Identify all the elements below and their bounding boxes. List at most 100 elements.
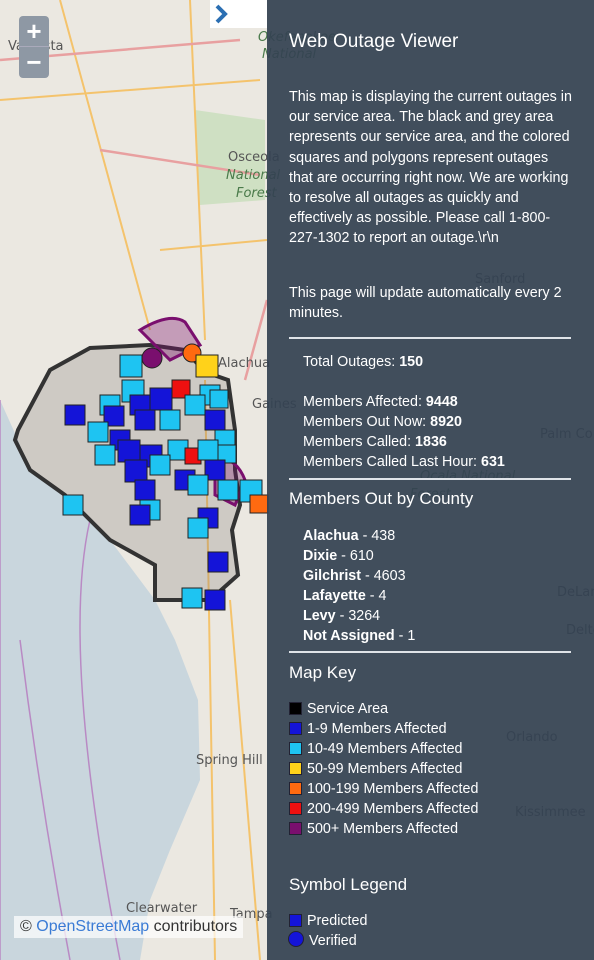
symbol-heading: Symbol Legend bbox=[289, 875, 408, 894]
outage-marker bbox=[204, 459, 226, 481]
outage-marker bbox=[204, 589, 226, 611]
county-name: Not Assigned bbox=[303, 628, 395, 644]
panel-title: Web Outage Viewer bbox=[289, 31, 459, 52]
attribution-link[interactable]: OpenStreetMap bbox=[36, 918, 150, 935]
key-row: 1-9 Members Affected bbox=[289, 719, 573, 739]
attribution-suffix: contributors bbox=[153, 918, 238, 935]
county-name: Alachua bbox=[303, 528, 359, 544]
outage-marker bbox=[187, 517, 209, 539]
outage-marker bbox=[87, 421, 109, 443]
stat-label: Members Out Now: bbox=[303, 414, 427, 430]
county-separator: - bbox=[341, 548, 346, 564]
outage-marker bbox=[187, 474, 209, 496]
stat-label: Members Affected: bbox=[303, 394, 422, 410]
symbol-legend: Predicted Verified bbox=[288, 911, 573, 951]
attribution: © OpenStreetMap contributors bbox=[14, 916, 244, 938]
outage-marker bbox=[159, 409, 181, 431]
county-row: Not Assigned - 1 bbox=[303, 626, 587, 646]
county-name: Dixie bbox=[303, 548, 338, 564]
zoom-in-button[interactable]: + bbox=[19, 16, 49, 47]
county-row: Gilchrist - 4603 bbox=[303, 566, 587, 586]
stat-label: Total Outages: bbox=[303, 354, 396, 370]
outage-marker bbox=[197, 439, 219, 461]
panel-toggle[interactable] bbox=[210, 0, 267, 28]
outage-marker bbox=[209, 389, 229, 409]
county-value: 4603 bbox=[373, 568, 406, 584]
zoom-out-button[interactable]: − bbox=[26, 47, 42, 77]
outage-marker bbox=[249, 494, 269, 514]
key-label: 10-49 Members Affected bbox=[307, 741, 463, 757]
stat-row: Members Called Last Hour: 631 bbox=[303, 452, 587, 472]
map-label: Clearwater bbox=[126, 901, 198, 916]
chevron-icon bbox=[215, 4, 228, 24]
outage-marker bbox=[134, 479, 156, 501]
county-separator: - bbox=[362, 528, 368, 544]
stats: Total Outages: 150 Members Affected: 9448… bbox=[303, 352, 587, 472]
outage-marker bbox=[62, 494, 84, 516]
divider bbox=[289, 651, 571, 653]
county-row: Lafayette - 4 bbox=[303, 586, 587, 606]
map-label: Spring Hill bbox=[196, 753, 263, 768]
county-row: Dixie - 610 bbox=[303, 546, 587, 566]
outage-marker bbox=[141, 347, 163, 369]
outage-marker bbox=[217, 444, 237, 464]
county-row: Levy - 3264 bbox=[303, 606, 587, 626]
outage-marker bbox=[149, 454, 171, 476]
map-label: Alachua bbox=[218, 356, 270, 371]
county-separator: - bbox=[369, 588, 375, 604]
stat-row: Members Called: 1836 bbox=[303, 432, 587, 452]
outage-marker bbox=[103, 405, 125, 427]
key-label: Service Area bbox=[307, 701, 389, 717]
map-label: Osceola bbox=[228, 150, 280, 165]
key-label: 200-499 Members Affected bbox=[307, 801, 479, 817]
key-heading: Map Key bbox=[289, 663, 357, 682]
outage-marker bbox=[149, 387, 173, 411]
key-swatch bbox=[289, 822, 302, 835]
county-value: 1 bbox=[407, 628, 416, 644]
stat-row: Members Out Now: 8920 bbox=[303, 412, 587, 432]
map-road bbox=[0, 0, 268, 960]
outage-marker bbox=[207, 551, 229, 573]
county-value: 438 bbox=[371, 528, 396, 544]
symbol-label: Verified bbox=[309, 933, 357, 949]
county-value: 3264 bbox=[348, 608, 381, 624]
map-label: National bbox=[226, 168, 281, 183]
key-swatch bbox=[289, 762, 302, 775]
symbol-swatch bbox=[288, 931, 304, 947]
divider bbox=[289, 478, 571, 480]
update-note: This page will update automatically ever… bbox=[289, 285, 562, 322]
symbol-row: Predicted bbox=[289, 911, 573, 931]
key-swatch bbox=[289, 722, 302, 735]
stat-value: 150 bbox=[399, 354, 424, 370]
divider bbox=[289, 337, 571, 339]
outage-marker bbox=[195, 354, 219, 378]
outage-marker bbox=[204, 409, 226, 431]
stat-row: Members Affected: 9448 bbox=[303, 392, 587, 412]
map-water bbox=[0, 400, 200, 960]
county-separator: - bbox=[339, 608, 345, 624]
stat-label: Members Called Last Hour: bbox=[303, 454, 478, 470]
county-row: Alachua - 438 bbox=[303, 526, 587, 546]
key-row: 500+ Members Affected bbox=[289, 819, 573, 839]
key-label: 50-99 Members Affected bbox=[307, 761, 463, 777]
county-name: Lafayette bbox=[303, 588, 366, 604]
outage-markers bbox=[62, 343, 269, 611]
outage-marker bbox=[134, 409, 156, 431]
stat-value: 631 bbox=[481, 454, 505, 470]
key-row: 50-99 Members Affected bbox=[289, 759, 573, 779]
key-row: Service Area bbox=[289, 699, 573, 719]
outage-marker bbox=[217, 479, 239, 501]
key-row: 100-199 Members Affected bbox=[289, 779, 573, 799]
description: This map is displaying the current outag… bbox=[289, 89, 572, 247]
map-forest bbox=[195, 110, 265, 205]
stat-label: Members Called: bbox=[303, 434, 412, 450]
key-label: 1-9 Members Affected bbox=[307, 721, 447, 737]
outage-marker bbox=[94, 444, 116, 466]
outage-marker bbox=[181, 587, 203, 609]
county-separator: - bbox=[364, 568, 370, 584]
symbol-swatch bbox=[289, 914, 302, 927]
info-panel: Web Outage Viewer This map is displaying… bbox=[267, 0, 594, 960]
key-row: 200-499 Members Affected bbox=[289, 799, 573, 819]
